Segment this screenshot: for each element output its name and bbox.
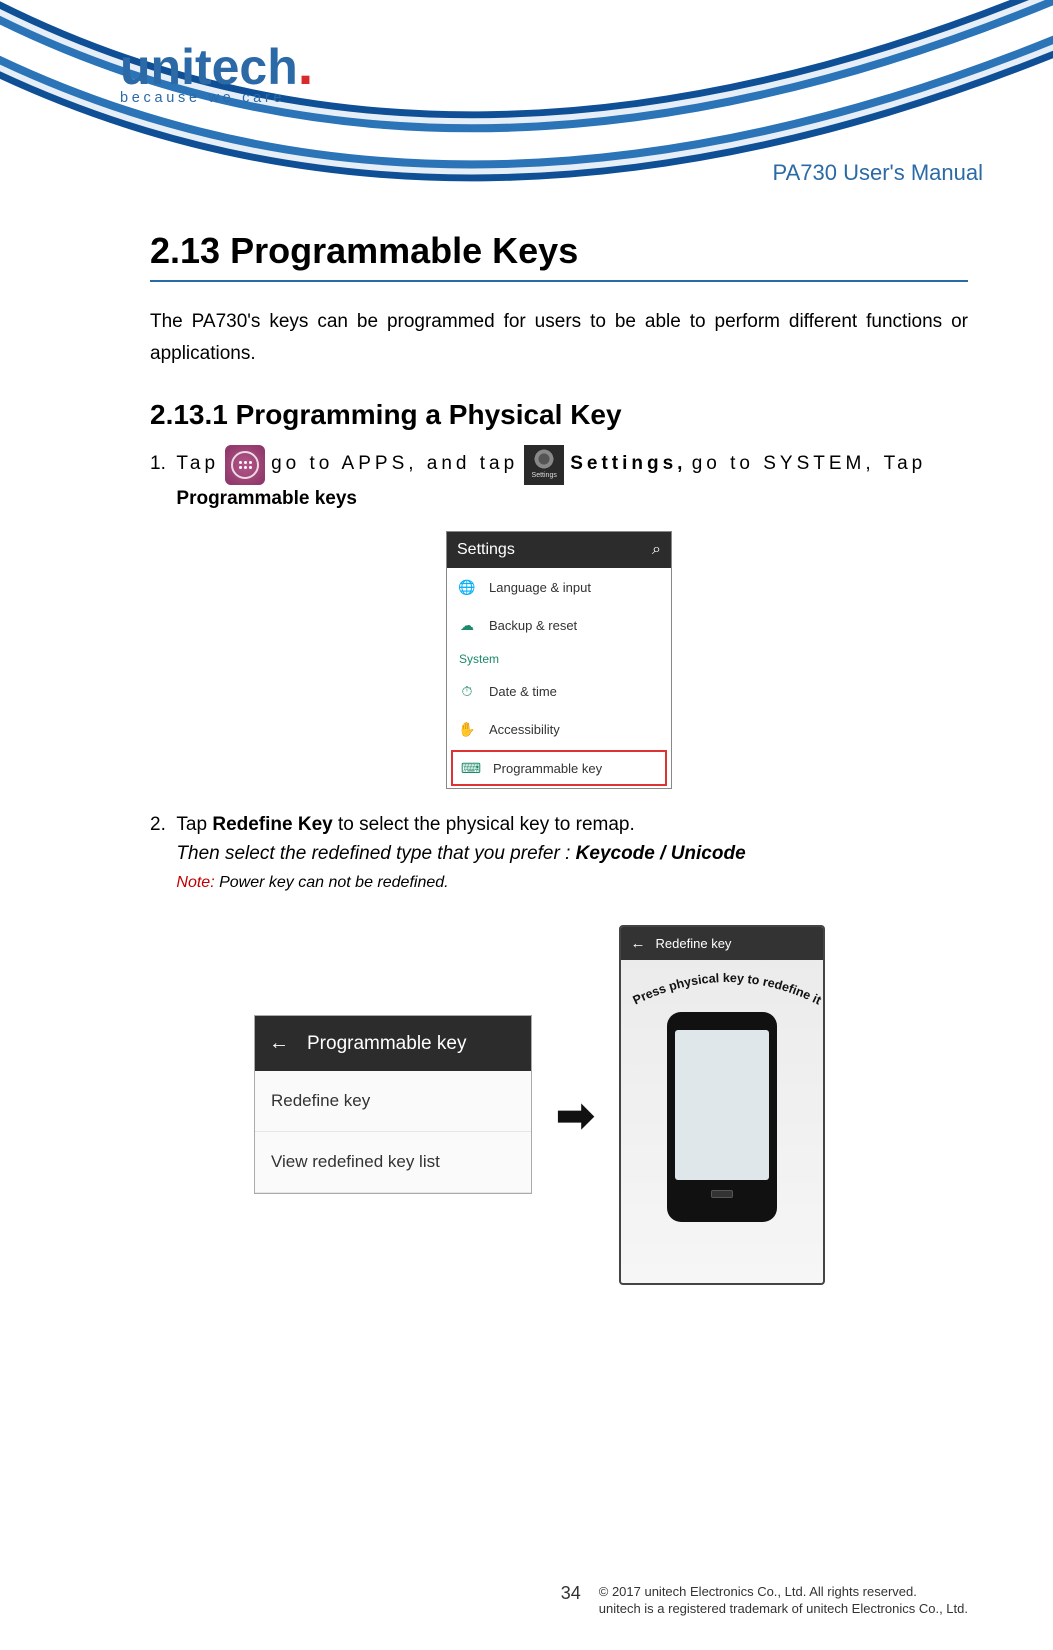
keyboard-icon: ⌨ bbox=[463, 760, 479, 776]
settings-screenshot: Settings ⌕ 🌐 Language & input ☁ Backup &… bbox=[446, 531, 672, 789]
brand-tagline: because we care bbox=[120, 90, 313, 106]
progkey-screenshot: ← Programmable key Redefine key View red… bbox=[254, 1015, 532, 1194]
section-intro: The PA730's keys can be programmed for u… bbox=[150, 306, 968, 371]
apps-icon bbox=[225, 445, 265, 485]
subsection-heading: 2.13.1 Programming a Physical Key bbox=[150, 399, 968, 431]
heading-rule bbox=[150, 280, 968, 282]
back-icon: ← bbox=[269, 1032, 289, 1055]
settings-row: ✋ Accessibility bbox=[447, 710, 671, 748]
step1-number: 1. bbox=[150, 450, 166, 479]
step2-note: Note: Power key can not be redefined. bbox=[176, 874, 448, 891]
copyright-1: © 2017 unitech Electronics Co., Ltd. All… bbox=[599, 1584, 917, 1599]
clock-icon: ⏱ bbox=[459, 683, 475, 699]
back-icon: ← bbox=[631, 935, 646, 952]
step2-italic-bold: Keycode / Unicode bbox=[576, 843, 746, 864]
progkey-title: Programmable key bbox=[307, 1033, 466, 1055]
redefine-curve-label: Press physical key to redefine it bbox=[630, 971, 824, 1008]
cloud-icon: ☁ bbox=[459, 617, 475, 633]
globe-icon: 🌐 bbox=[459, 579, 475, 595]
redefine-screenshot: ← Redefine key Press physical key to red… bbox=[619, 925, 825, 1285]
note-rest: Power key can not be redefined. bbox=[215, 874, 449, 891]
accessibility-icon: ✋ bbox=[459, 721, 475, 737]
step2-number: 2. bbox=[150, 814, 166, 835]
settings-row-highlight: ⌨ Programmable key bbox=[451, 750, 667, 786]
step1-go-system: go to SYSTEM, Tap bbox=[692, 450, 927, 479]
progkey-titlebar: ← Programmable key bbox=[255, 1016, 531, 1071]
search-icon: ⌕ bbox=[652, 541, 661, 559]
settings-row: ⏱ Date & time bbox=[447, 672, 671, 710]
redefine-title: Redefine key bbox=[656, 936, 732, 951]
phone-illustration bbox=[667, 1012, 777, 1222]
settings-row-label: Accessibility bbox=[489, 722, 560, 737]
step2-italic: Then select the redefined type that you … bbox=[176, 843, 745, 864]
brand-logo: unitech. because we care bbox=[120, 42, 313, 106]
settings-icon-label: Settings bbox=[532, 471, 557, 482]
brand-dot: . bbox=[298, 33, 314, 96]
step1-settings: Settings, bbox=[570, 453, 686, 474]
svg-text:Press physical key to redefine: Press physical key to redefine it bbox=[630, 971, 824, 1008]
progkey-row: View redefined key list bbox=[255, 1132, 531, 1193]
step2-line-a: Tap bbox=[176, 814, 212, 835]
settings-row-label: Backup & reset bbox=[489, 618, 577, 633]
step-2: 2. Tap Redefine Key to select the physic… bbox=[150, 811, 968, 897]
settings-titlebar: Settings ⌕ bbox=[447, 532, 671, 568]
step-1: 1. Tap go to APPS, and tap Settings Sett… bbox=[150, 445, 968, 514]
arrow-right-icon: ➡ bbox=[556, 1088, 595, 1142]
settings-icon: Settings bbox=[524, 445, 564, 485]
copyright-2: unitech is a registered trademark of uni… bbox=[599, 1601, 968, 1616]
section-heading: 2.13 Programmable Keys bbox=[150, 230, 968, 272]
settings-row: ☁ Backup & reset bbox=[447, 606, 671, 644]
step2-line-b: to select the physical key to remap. bbox=[333, 814, 635, 835]
settings-title: Settings bbox=[457, 541, 515, 559]
progkey-row: Redefine key bbox=[255, 1071, 531, 1132]
settings-row: 🌐 Language & input bbox=[447, 568, 671, 606]
settings-row-label: Date & time bbox=[489, 684, 557, 699]
note-prefix: Note: bbox=[176, 874, 214, 891]
page-footer: 34 © 2017 unitech Electronics Co., Ltd. … bbox=[150, 1583, 968, 1618]
step2-redefine: Redefine Key bbox=[212, 814, 332, 835]
settings-row-label: Programmable key bbox=[493, 761, 602, 776]
step2-italic-a: Then select the redefined type that you … bbox=[176, 843, 575, 864]
step1-go-apps: go to APPS, and tap bbox=[271, 450, 518, 479]
redefine-curve-text: Press physical key to redefine it bbox=[621, 967, 823, 1018]
page-number: 34 bbox=[561, 1583, 581, 1604]
doc-title: PA730 User's Manual bbox=[773, 160, 983, 186]
step1-progkeys: Programmable keys bbox=[176, 485, 357, 514]
settings-row-label: Language & input bbox=[489, 580, 591, 595]
step1-tap: Tap bbox=[176, 450, 219, 479]
redefine-titlebar: ← Redefine key bbox=[621, 927, 823, 960]
settings-category: System bbox=[447, 644, 671, 672]
brand-text: unitech bbox=[120, 39, 298, 95]
